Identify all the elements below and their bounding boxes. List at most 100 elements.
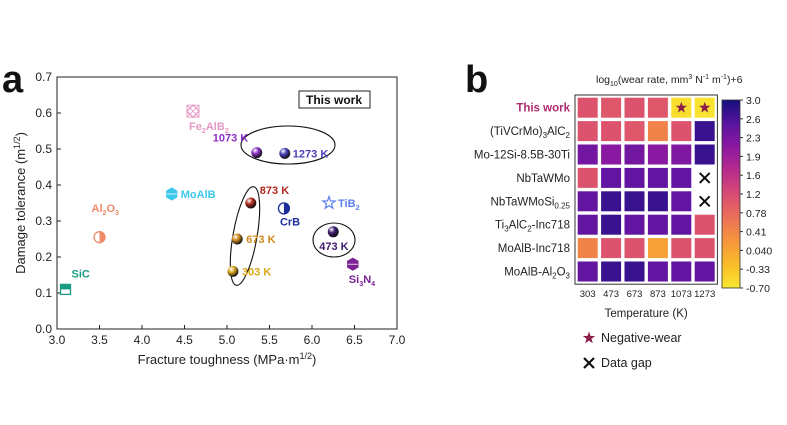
colorbar-tick-label: 1.2 (746, 189, 761, 201)
y-tick-label: 0.1 (35, 286, 52, 300)
heatmap-cell (671, 191, 692, 212)
column-label: 473 (603, 289, 619, 300)
data-point-fill (283, 202, 290, 214)
negative-wear-star (699, 101, 711, 113)
column-label: 1073 (671, 289, 692, 300)
heatmap-cell (601, 121, 622, 142)
heatmap-cell (577, 97, 598, 118)
colorbar (721, 99, 741, 289)
colorbar-tick-label: 2.6 (746, 114, 761, 126)
data-point-hatch (186, 104, 200, 118)
heatmap-cell (601, 167, 622, 188)
data-point-fill (60, 284, 71, 290)
x-axis-label: Fracture toughness (MPa·m1/2) (138, 351, 317, 367)
data-point (251, 147, 263, 159)
heatmap-cell (694, 121, 715, 142)
heatmap-cell (601, 238, 622, 259)
heatmap-cell (647, 191, 668, 212)
heatmap-frame (574, 94, 718, 285)
x-tick-label: 3.5 (91, 333, 108, 347)
point-label: 673 K (246, 234, 275, 246)
heatmap-cell (647, 121, 668, 142)
heatmap-cell (694, 144, 715, 165)
heatmap-cell (601, 144, 622, 165)
group-ellipse-high-temp (240, 125, 336, 165)
legend-label: Data gap (601, 356, 652, 370)
column-label: 303 (580, 289, 596, 300)
data-point (231, 233, 243, 245)
y-tick-label: 0.7 (35, 70, 52, 84)
x-tick-label: 5.5 (261, 333, 278, 347)
point-label: 473 K (319, 241, 348, 253)
group-ellipse-473 (312, 222, 356, 258)
heatmap-cell (601, 261, 622, 282)
point-label: 873 K (260, 185, 289, 197)
y-tick-label: 0.2 (35, 250, 52, 264)
point-label: 1273 K (293, 148, 329, 160)
group-ellipse-mid (229, 186, 261, 286)
point-label: 303 K (242, 266, 271, 278)
data-point (245, 197, 257, 209)
heatmap-cell (601, 214, 622, 235)
x-tick-label: 4.5 (176, 333, 193, 347)
colorbar-tick-label: 3.0 (746, 95, 761, 107)
row-label: (TiVCrMo)3AlC2 (490, 126, 571, 140)
data-point (321, 194, 337, 210)
row-label: NbTaWMoSi0.25 (491, 196, 571, 210)
heatmap-cell (577, 238, 598, 259)
heatmap-cell (647, 214, 668, 235)
x-tick-label: 3.0 (49, 333, 66, 347)
point-label: CrB (280, 216, 300, 228)
x-tick-label: 5.0 (219, 333, 236, 347)
row-label: MoAlB-Al2O3 (504, 267, 570, 281)
heatmap-cell (671, 214, 692, 235)
point-label: Al2O3 (92, 203, 120, 217)
legend-star-icon (582, 331, 596, 344)
legend-label: Negative-wear (601, 331, 682, 345)
heatmap-cell (671, 238, 692, 259)
heatmap-cell (647, 167, 668, 188)
heatmap-cell (624, 214, 645, 235)
data-point-fill (99, 231, 106, 243)
point-label: MoAlB (181, 189, 216, 201)
negative-wear-star (675, 101, 687, 113)
data-gap-mark (698, 172, 711, 184)
panel-a: a 3.0 3.5 4.0 4.5 5.0 5.5 6.0 6.5 7.0 0.0 0.1 0.2 0.3… (2, 59, 406, 367)
heatmap-cell (577, 121, 598, 142)
data-gap-mark (698, 195, 711, 208)
colorbar-tick-label: -0.33 (746, 264, 770, 276)
heatmap-cell (694, 214, 715, 235)
x-tick-label: 7.0 (389, 333, 406, 347)
x-axis-label: Temperature (K) (605, 308, 688, 320)
heatmap-cell (577, 214, 598, 235)
point-label: SiC (72, 268, 90, 280)
column-label: 873 (650, 289, 666, 300)
row-label: Mo-12Si-8.5B-30Ti (474, 150, 570, 162)
colorbar-tick-label: 0.040 (746, 245, 772, 257)
point-label: 1073 K (213, 133, 249, 145)
point-label: Si3N4 (349, 274, 375, 288)
heatmap-cell (624, 191, 645, 212)
panel-b: b This work (TiVCrMo)3AlC2 Mo-12Si-8.5B-30T… (465, 59, 772, 370)
heatmap-cell (671, 261, 692, 282)
data-point (227, 265, 239, 277)
heatmap-cell (647, 261, 668, 282)
colorbar-title: log10(wear rate, mm3 N-1 m-1)+6 (596, 74, 743, 88)
this-work-box (298, 90, 371, 109)
heatmap-cell (647, 144, 668, 165)
row-label: Ti3AlC2-Inc718 (495, 220, 570, 234)
this-work-label: This work (306, 93, 362, 107)
heatmap-cell (647, 238, 668, 259)
heatmap-cell (577, 167, 598, 188)
heatmap-cell (577, 144, 598, 165)
heatmap-cell (694, 238, 715, 259)
heatmap-cell (601, 97, 622, 118)
colorbar-tick-label: -0.70 (746, 283, 770, 295)
heatmap-cell (624, 261, 645, 282)
y-tick-label: 0.4 (35, 178, 52, 192)
colorbar-tick-label: 0.41 (746, 227, 767, 239)
colorbar-tick-label: 1.6 (746, 170, 761, 182)
y-axis-label: Damage tolerance (m1/2) (12, 132, 28, 274)
x-tick-label: 4.0 (134, 333, 151, 347)
column-label: 673 (627, 289, 643, 300)
